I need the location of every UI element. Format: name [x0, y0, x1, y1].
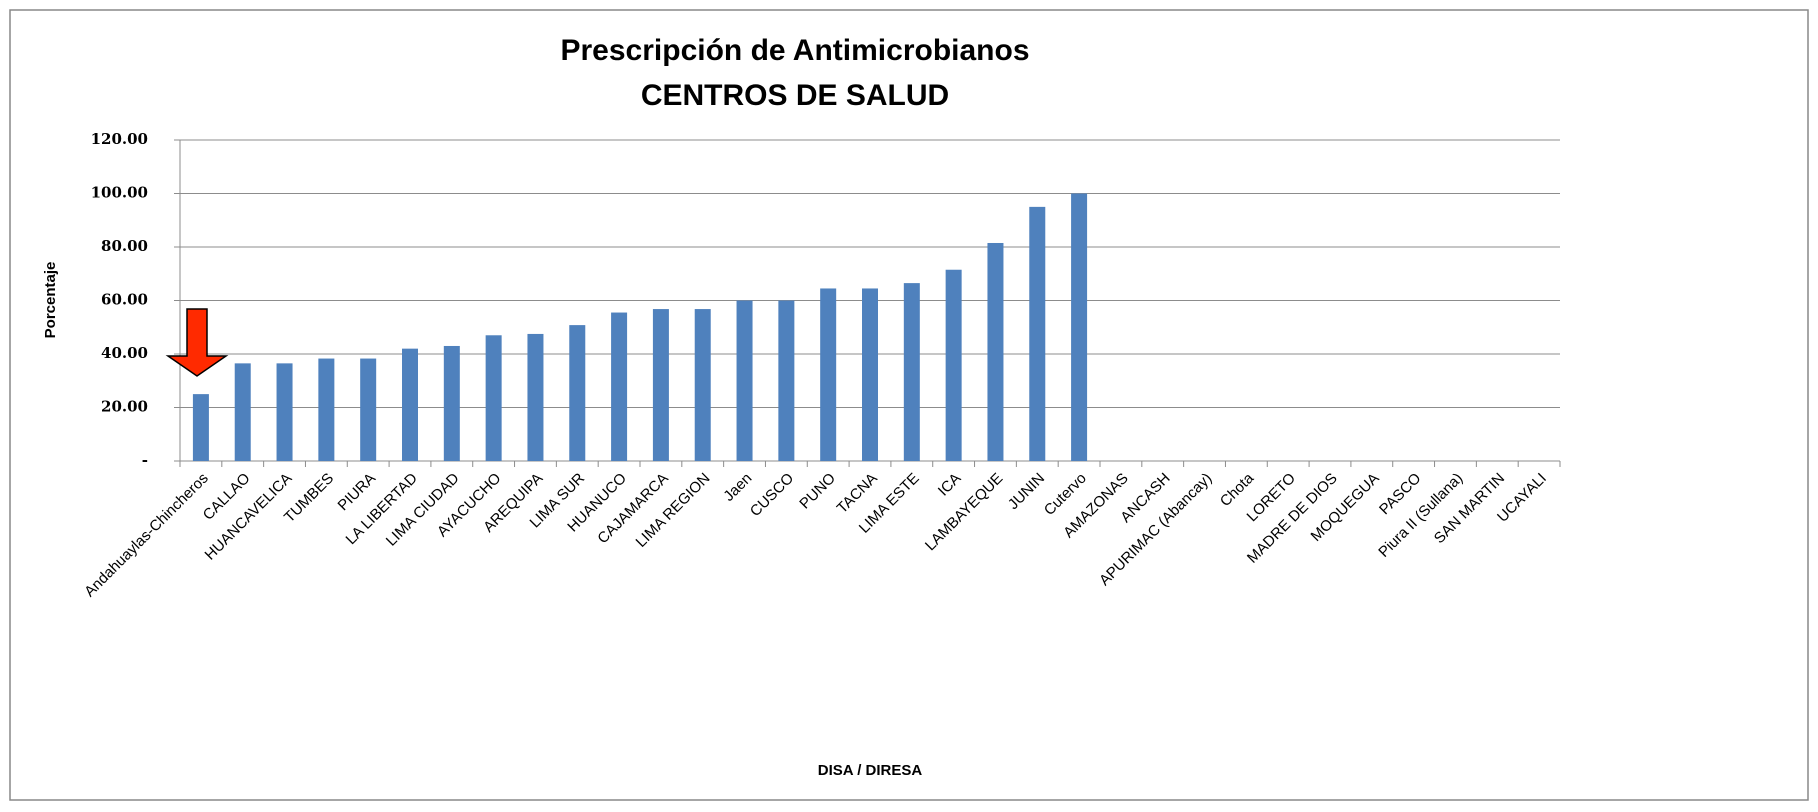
bar [862, 288, 878, 461]
bar [569, 325, 586, 461]
bar [694, 309, 711, 461]
bar [611, 312, 628, 461]
bar [360, 358, 377, 461]
bar [402, 348, 418, 461]
bar [318, 358, 335, 461]
bar [443, 345, 460, 461]
y-axis-title: Porcentaje [42, 262, 59, 339]
bar [527, 333, 544, 461]
bar [820, 288, 837, 461]
y-tick-label: 60.00 [101, 291, 148, 309]
bar [1071, 193, 1088, 461]
y-tick-label: 120.00 [91, 130, 148, 148]
bar [945, 269, 962, 461]
x-axis-title: DISA / DIRESA [818, 762, 923, 779]
bar [903, 283, 920, 461]
bar [652, 309, 669, 461]
y-tick-label: - [142, 451, 148, 469]
y-tick-label: 100.00 [91, 184, 148, 202]
bar [1029, 206, 1046, 461]
bar [192, 394, 209, 461]
bar [987, 242, 1004, 461]
chart-title: Prescripción de Antimicrobianos [561, 34, 1030, 67]
bar [485, 335, 502, 461]
bar [276, 363, 293, 461]
y-tick-label: 80.00 [101, 237, 148, 255]
bar [234, 363, 251, 461]
bar [778, 300, 795, 461]
bar [736, 300, 753, 461]
y-tick-label: 20.00 [101, 398, 148, 416]
y-tick-label: 40.00 [101, 344, 148, 362]
arrow-annotation [165, 308, 229, 377]
chart-subtitle: CENTROS DE SALUD [641, 79, 949, 112]
